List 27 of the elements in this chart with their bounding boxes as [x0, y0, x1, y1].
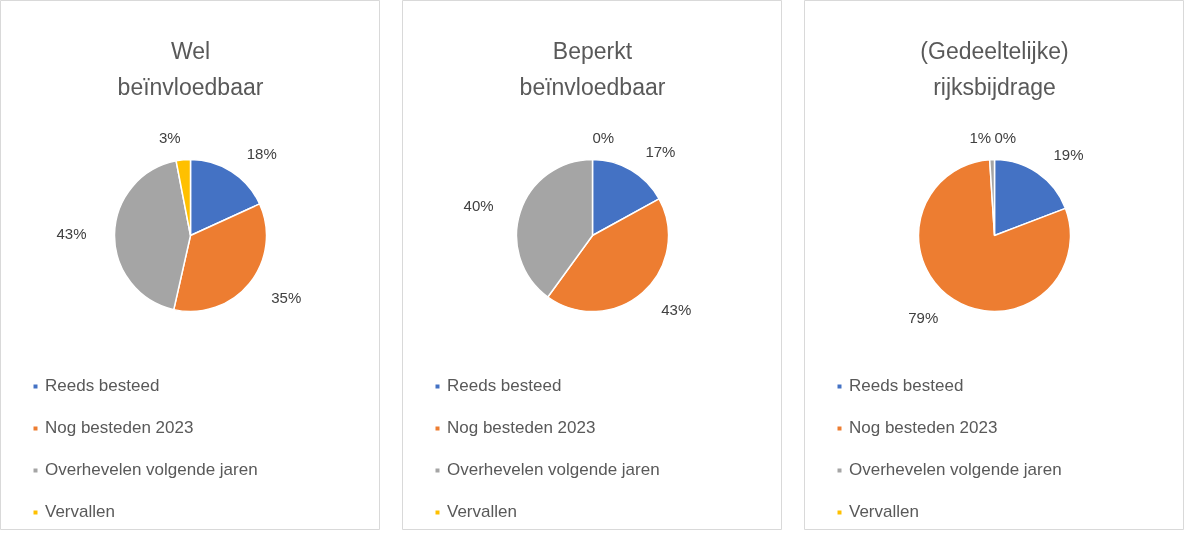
legend-label: Nog besteden 2023	[45, 418, 194, 438]
data-label: 18%	[246, 144, 277, 162]
text: 0%	[592, 129, 615, 146]
legend-label: Reeds besteed	[447, 376, 562, 396]
data-label: 1%	[969, 129, 992, 147]
legend-label: Reeds besteed	[849, 376, 964, 396]
legend-label: Overhevelen volgende jaren	[849, 460, 1062, 480]
legend-label: Vervallen	[849, 502, 919, 522]
data-label: 17%	[645, 142, 676, 160]
data-label: 79%	[908, 309, 939, 327]
legend-label: Overhevelen volgende jaren	[45, 460, 258, 480]
data-label: 43%	[56, 225, 87, 243]
legend-label: Vervallen	[45, 502, 115, 522]
legend-label: Nog besteden 2023	[849, 418, 998, 438]
data-label: 40%	[463, 196, 494, 214]
chart-title: Wel beïnvloedbaar	[117, 37, 264, 100]
data-label: 19%	[1053, 146, 1084, 164]
legend-label: Nog besteden 2023	[447, 418, 596, 438]
data-label: 35%	[271, 288, 302, 306]
text: 0%	[994, 129, 1017, 146]
legend-label: Overhevelen volgende jaren	[447, 460, 660, 480]
chart-title: (Gedeeltelijke) rijksbijdrage	[920, 37, 1069, 100]
data-label: 43%	[661, 300, 692, 318]
legend-label: Reeds besteed	[45, 376, 160, 396]
legend-label: Vervallen	[447, 502, 517, 522]
data-label: 3%	[158, 129, 181, 147]
chart-title: Beperkt beïnvloedbaar	[519, 37, 666, 100]
